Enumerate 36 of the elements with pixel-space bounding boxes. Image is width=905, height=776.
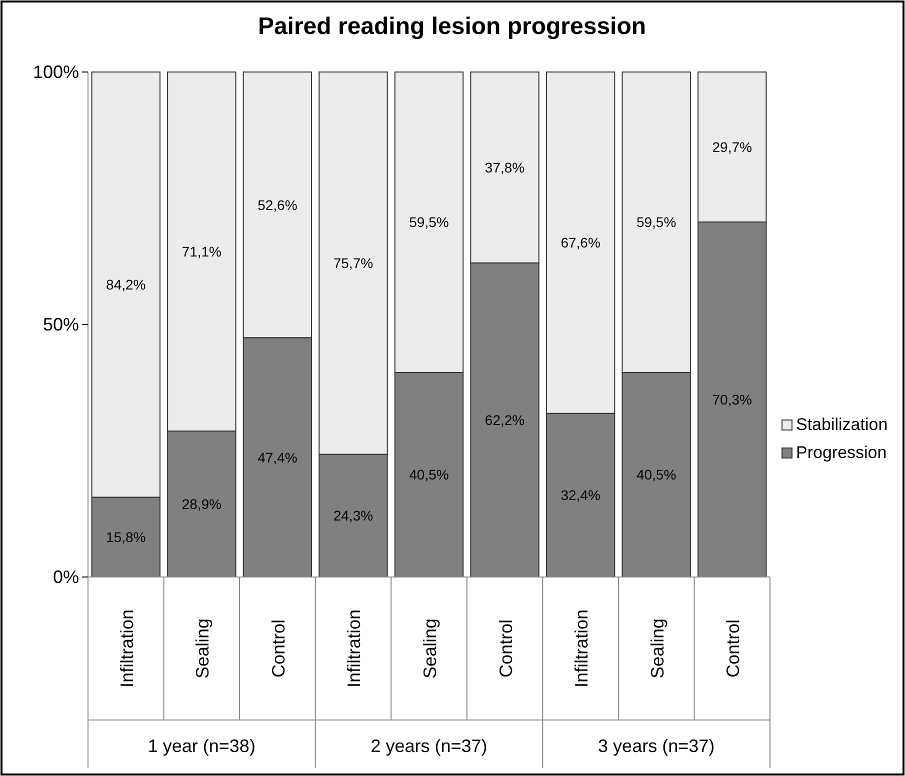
data-label: 52,6% [258,196,298,213]
data-label: 47,4% [258,449,298,466]
text: 2 years (n=37) [370,736,488,756]
x-tick-label: Sealing [192,618,213,679]
legend-label: Progression [796,443,887,462]
data-label: 32,4% [560,487,600,504]
data-label: 59,5% [409,214,449,230]
legend-label: Stabilization [796,415,888,434]
data-label: 84,2% [106,276,146,293]
x-tick-label: Control [496,619,516,678]
data-label: 37,8% [484,159,525,176]
y-tick-label: 50% [42,314,79,334]
x-tick-label: Control [723,619,744,678]
data-label: 75,7% [333,255,374,272]
data-label: 28,9% [182,496,222,512]
data-label: 59,5% [636,214,676,230]
data-label: 71,1% [182,244,222,260]
text: 1 year (n=38) [148,736,256,756]
text: 3 years (n=37) [598,736,715,756]
x-tick-label: Sealing [647,618,668,679]
data-label: 62,2% [484,412,525,428]
data-label: 67,6% [560,234,600,251]
x-tick-label: Infiltration [572,609,592,688]
x-tick-label: Infiltration [116,609,137,688]
data-label: 29,7% [712,138,752,155]
x-tick-label: Sealing [420,618,440,679]
x-tick-label: Infiltration [344,609,364,688]
data-label: 40,5% [636,466,676,483]
chart-title: Paired reading lesion progression [258,13,646,40]
data-label: 40,5% [409,466,449,483]
y-tick-label: 100% [32,62,79,82]
x-tick-label: Control [268,619,288,678]
y-tick-label: 0% [52,566,79,587]
data-label: 24,3% [333,508,374,524]
data-label: 15,8% [106,529,146,546]
data-label: 70,3% [712,391,752,408]
